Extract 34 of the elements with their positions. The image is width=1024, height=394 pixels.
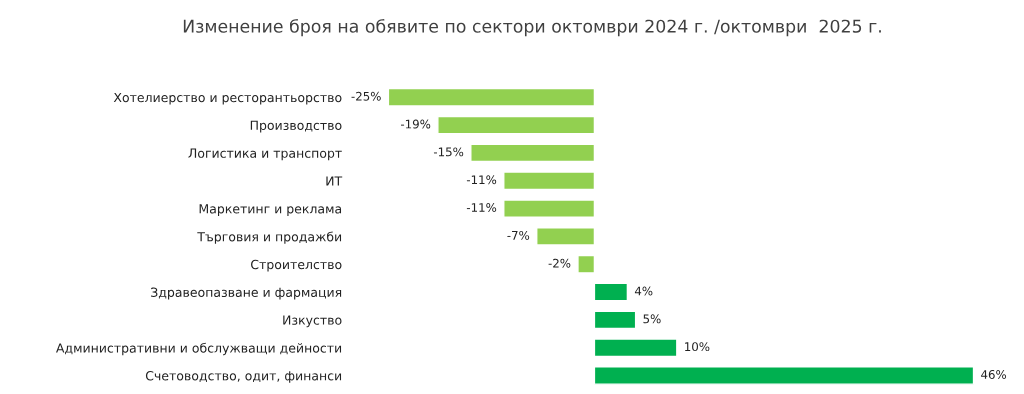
y-tick-label: Хотелиерство и ресторантьорство (113, 92, 342, 105)
bar (387, 87, 596, 107)
y-tick-label: Изкуство (283, 315, 342, 328)
data-label: 10% (685, 342, 710, 352)
bar (593, 338, 678, 358)
bar (593, 310, 637, 330)
data-label: -19% (400, 119, 431, 129)
bar (577, 254, 596, 274)
bar (503, 171, 596, 191)
data-label: -2% (548, 258, 571, 268)
y-tick-label: Строителство (251, 259, 342, 272)
y-tick-label: Маркетинг и реклама (199, 204, 342, 216)
bar (470, 143, 596, 163)
data-label: -11% (466, 175, 497, 185)
data-label: -15% (433, 147, 464, 157)
bar (437, 115, 596, 135)
chart-title: Изменение броя на обявите по сектори октомври 2024 г. /октомври 2025 г. (183, 19, 881, 37)
data-label: -11% (466, 203, 497, 212)
bar (536, 227, 596, 246)
y-tick-label: Търговия и продажби (197, 231, 342, 244)
data-label: 46% (981, 370, 1007, 379)
data-label: 4% (634, 286, 653, 296)
data-label: -7% (507, 230, 530, 240)
bar (593, 366, 975, 385)
y-tick-label: Счетоводство, одит, финанси (145, 371, 342, 383)
bar (593, 282, 629, 302)
bar (503, 199, 596, 218)
y-tick-label: Административни и обслужващи дейности (56, 342, 342, 356)
y-tick-label: Производство (250, 120, 342, 133)
data-label: -25% (351, 91, 381, 101)
y-tick-label: Логистика и транспорт (188, 148, 342, 161)
y-tick-label: ИТ (326, 176, 343, 186)
data-label: 5% (643, 314, 661, 324)
y-tick-label: Здравеопазване и фармация (151, 287, 342, 300)
